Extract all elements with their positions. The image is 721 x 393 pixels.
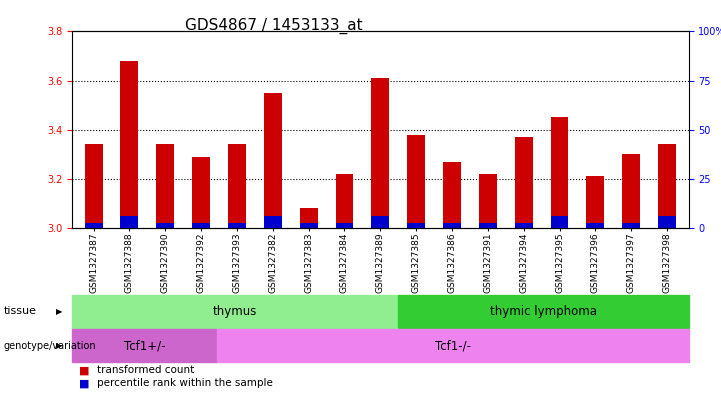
Bar <box>407 223 425 228</box>
Bar <box>264 216 282 228</box>
Bar <box>586 223 604 228</box>
Bar <box>515 223 533 228</box>
Text: ▶: ▶ <box>56 341 63 350</box>
Bar <box>156 145 174 228</box>
Text: tissue: tissue <box>4 307 37 316</box>
Bar <box>72 329 217 362</box>
Bar <box>120 216 138 228</box>
Bar <box>551 118 568 228</box>
Bar <box>399 295 689 328</box>
Text: Tcf1-/-: Tcf1-/- <box>435 339 471 352</box>
Bar <box>193 157 210 228</box>
Bar <box>479 174 497 228</box>
Text: percentile rank within the sample: percentile rank within the sample <box>97 378 273 388</box>
Bar <box>443 223 461 228</box>
Bar <box>300 223 318 228</box>
Bar <box>264 93 282 228</box>
Bar <box>156 223 174 228</box>
Bar <box>228 145 246 228</box>
Bar <box>300 208 318 228</box>
Text: ■: ■ <box>79 378 90 388</box>
Bar <box>658 145 676 228</box>
Text: Tcf1+/-: Tcf1+/- <box>124 339 165 352</box>
Bar <box>622 223 640 228</box>
Bar <box>84 223 102 228</box>
Bar <box>371 78 389 228</box>
Bar <box>443 162 461 228</box>
Text: GDS4867 / 1453133_at: GDS4867 / 1453133_at <box>185 18 363 34</box>
Bar <box>515 137 533 228</box>
Bar <box>193 223 210 228</box>
Bar <box>622 154 640 228</box>
Bar <box>120 61 138 228</box>
Text: transformed count: transformed count <box>97 365 195 375</box>
Text: ■: ■ <box>79 365 90 375</box>
Bar <box>335 223 353 228</box>
Bar <box>371 216 389 228</box>
Bar <box>658 216 676 228</box>
Text: thymic lymphoma: thymic lymphoma <box>490 305 597 318</box>
Text: ▶: ▶ <box>56 307 63 316</box>
Bar <box>335 174 353 228</box>
Bar <box>228 223 246 228</box>
Bar <box>551 216 568 228</box>
Bar <box>586 176 604 228</box>
Text: thymus: thymus <box>213 305 257 318</box>
Text: genotype/variation: genotype/variation <box>4 341 96 351</box>
Bar <box>72 295 399 328</box>
Bar <box>217 329 689 362</box>
Bar <box>84 145 102 228</box>
Bar <box>407 135 425 228</box>
Bar <box>479 223 497 228</box>
